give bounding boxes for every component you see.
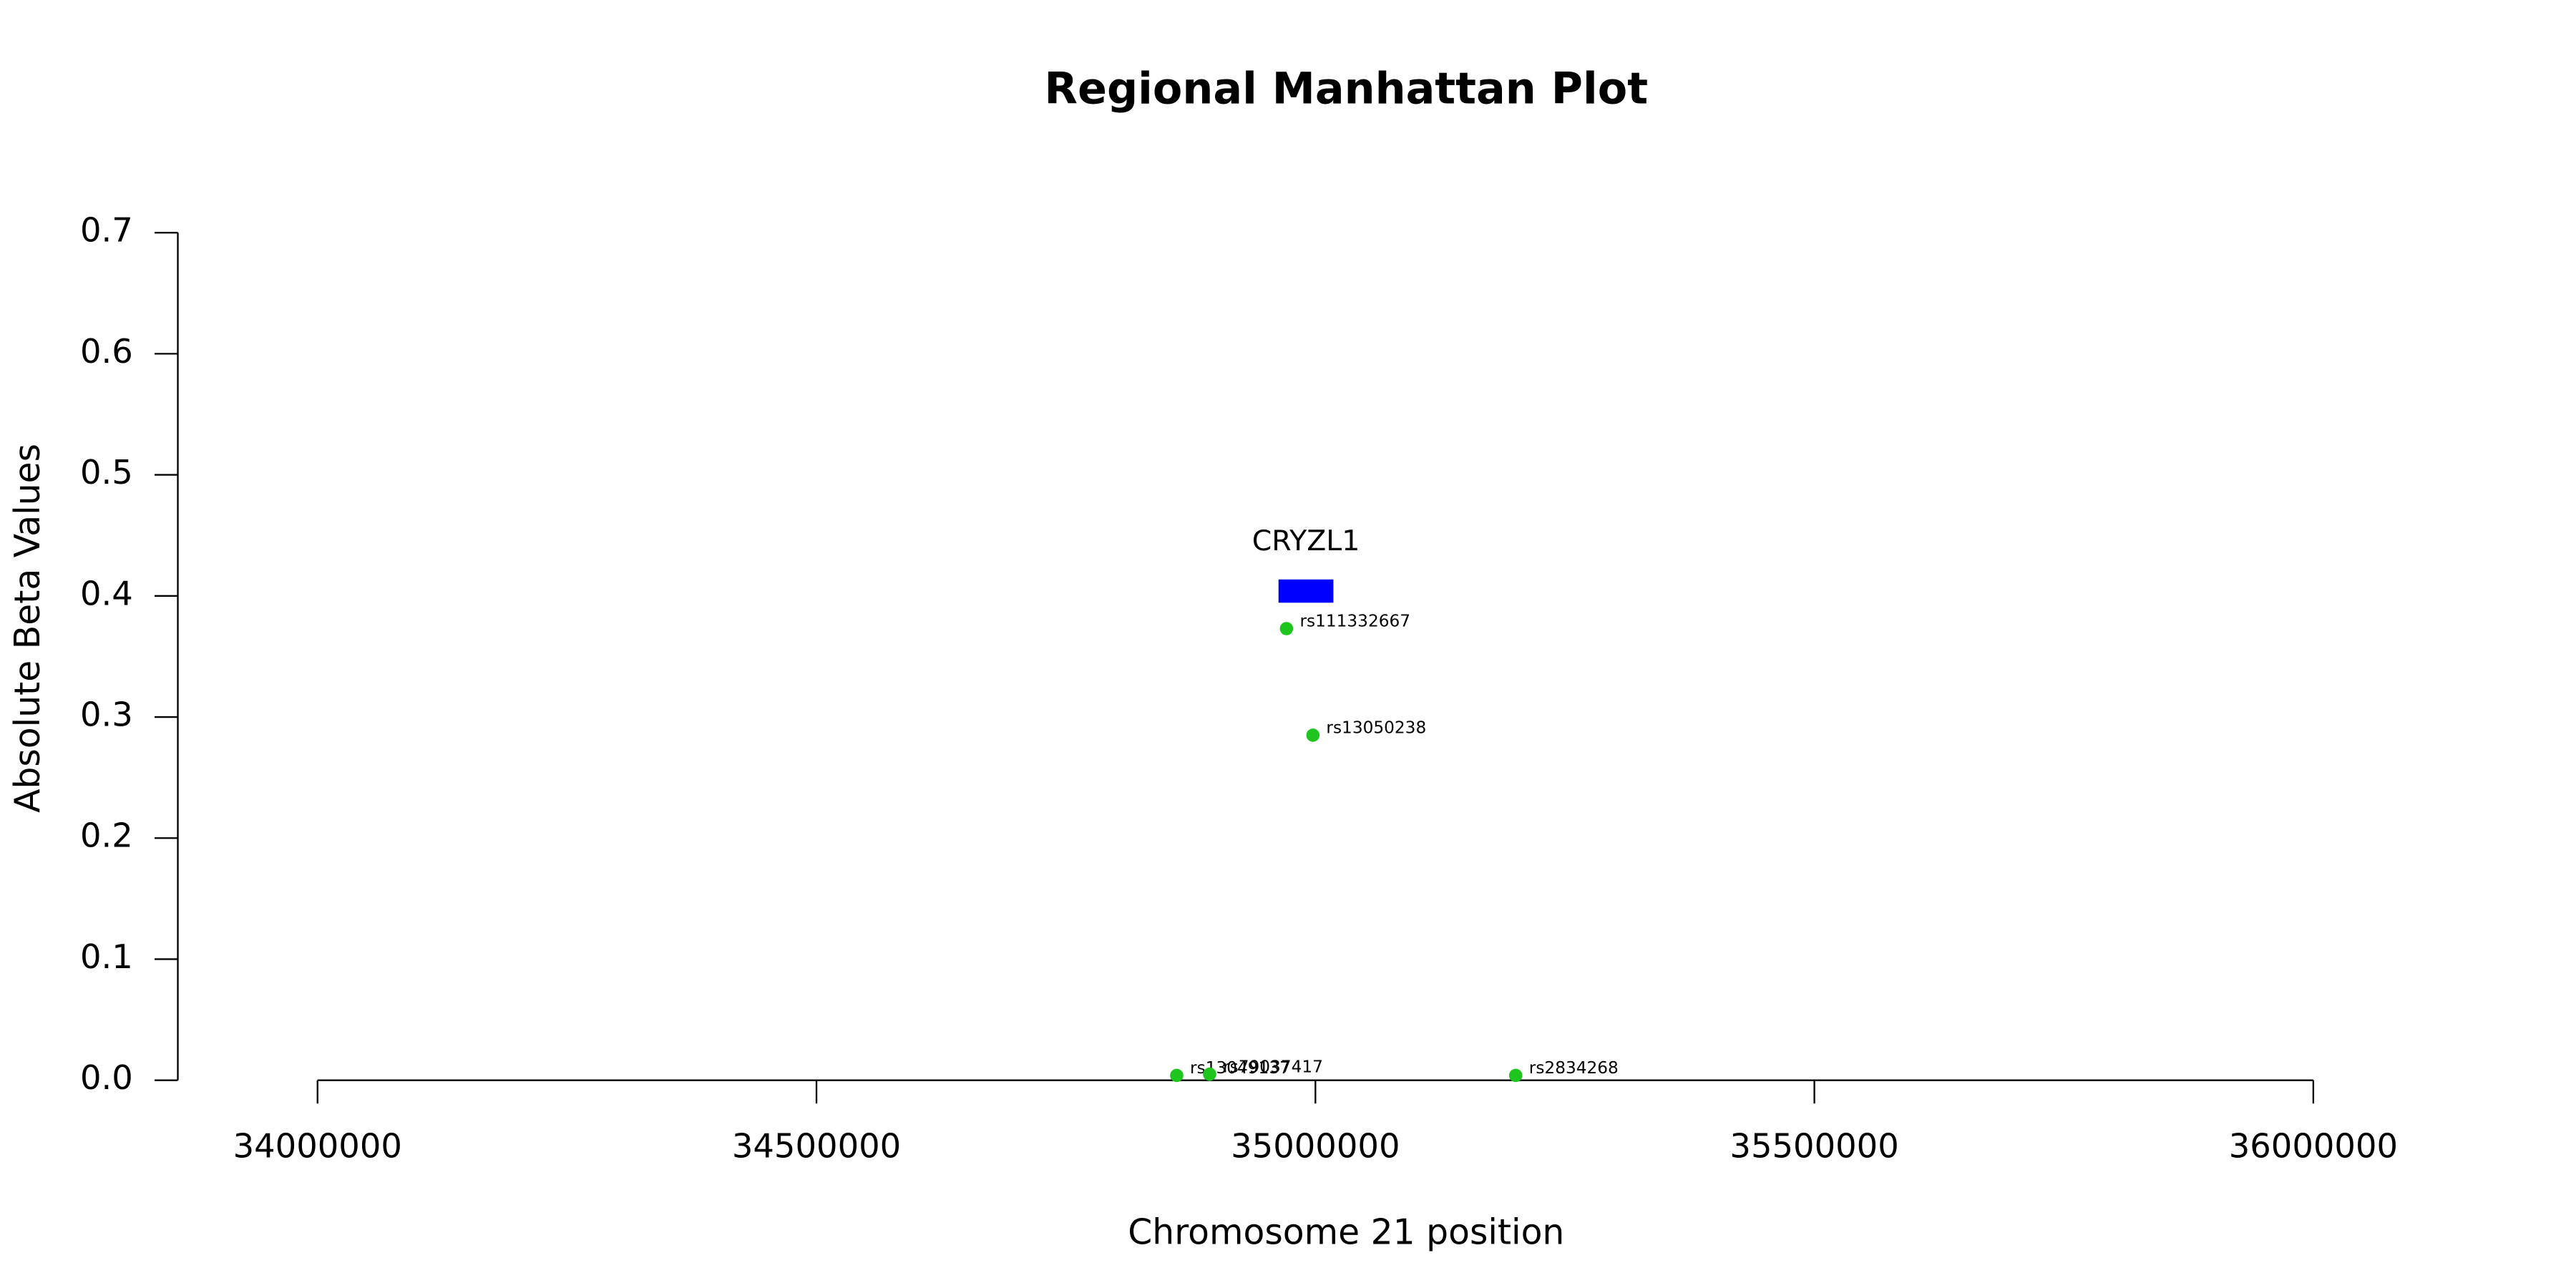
snp-label: rs13050238 — [1326, 718, 1426, 738]
y-axis-label: Absolute Beta Values — [7, 444, 48, 813]
snp-point — [1508, 1068, 1523, 1083]
gene-box — [1278, 579, 1334, 603]
y-tick-label: 0.1 — [80, 937, 133, 976]
y-tick-label: 0.7 — [80, 211, 133, 250]
y-tick-label: 0.5 — [80, 453, 133, 492]
y-tick-label: 0.2 — [80, 816, 133, 855]
snp-point — [1279, 622, 1294, 635]
snp-point — [1306, 728, 1320, 742]
snp-label: rs111332667 — [1299, 612, 1410, 631]
x-axis-label: Chromosome 21 position — [1128, 1212, 1564, 1253]
x-tick-label: 35000000 — [1231, 1126, 1400, 1165]
x-tick-label: 35500000 — [1729, 1126, 1898, 1165]
y-tick-label: 0.0 — [80, 1058, 133, 1097]
y-tick-label: 0.3 — [80, 696, 133, 734]
chart-title: Regional Manhattan Plot — [1045, 64, 1649, 114]
gene-label: CRYZL1 — [1252, 525, 1360, 557]
snp-label: rs79037417 — [1223, 1057, 1323, 1076]
y-tick-label: 0.6 — [80, 332, 133, 371]
x-tick-label: 34500000 — [732, 1126, 901, 1165]
snp-point — [1170, 1068, 1184, 1083]
x-tick-label: 34000000 — [233, 1126, 402, 1165]
y-tick-label: 0.4 — [80, 574, 133, 613]
x-tick-label: 36000000 — [2229, 1126, 2398, 1165]
snp-label: rs2834268 — [1529, 1058, 1619, 1078]
snp-point — [1203, 1067, 1216, 1081]
